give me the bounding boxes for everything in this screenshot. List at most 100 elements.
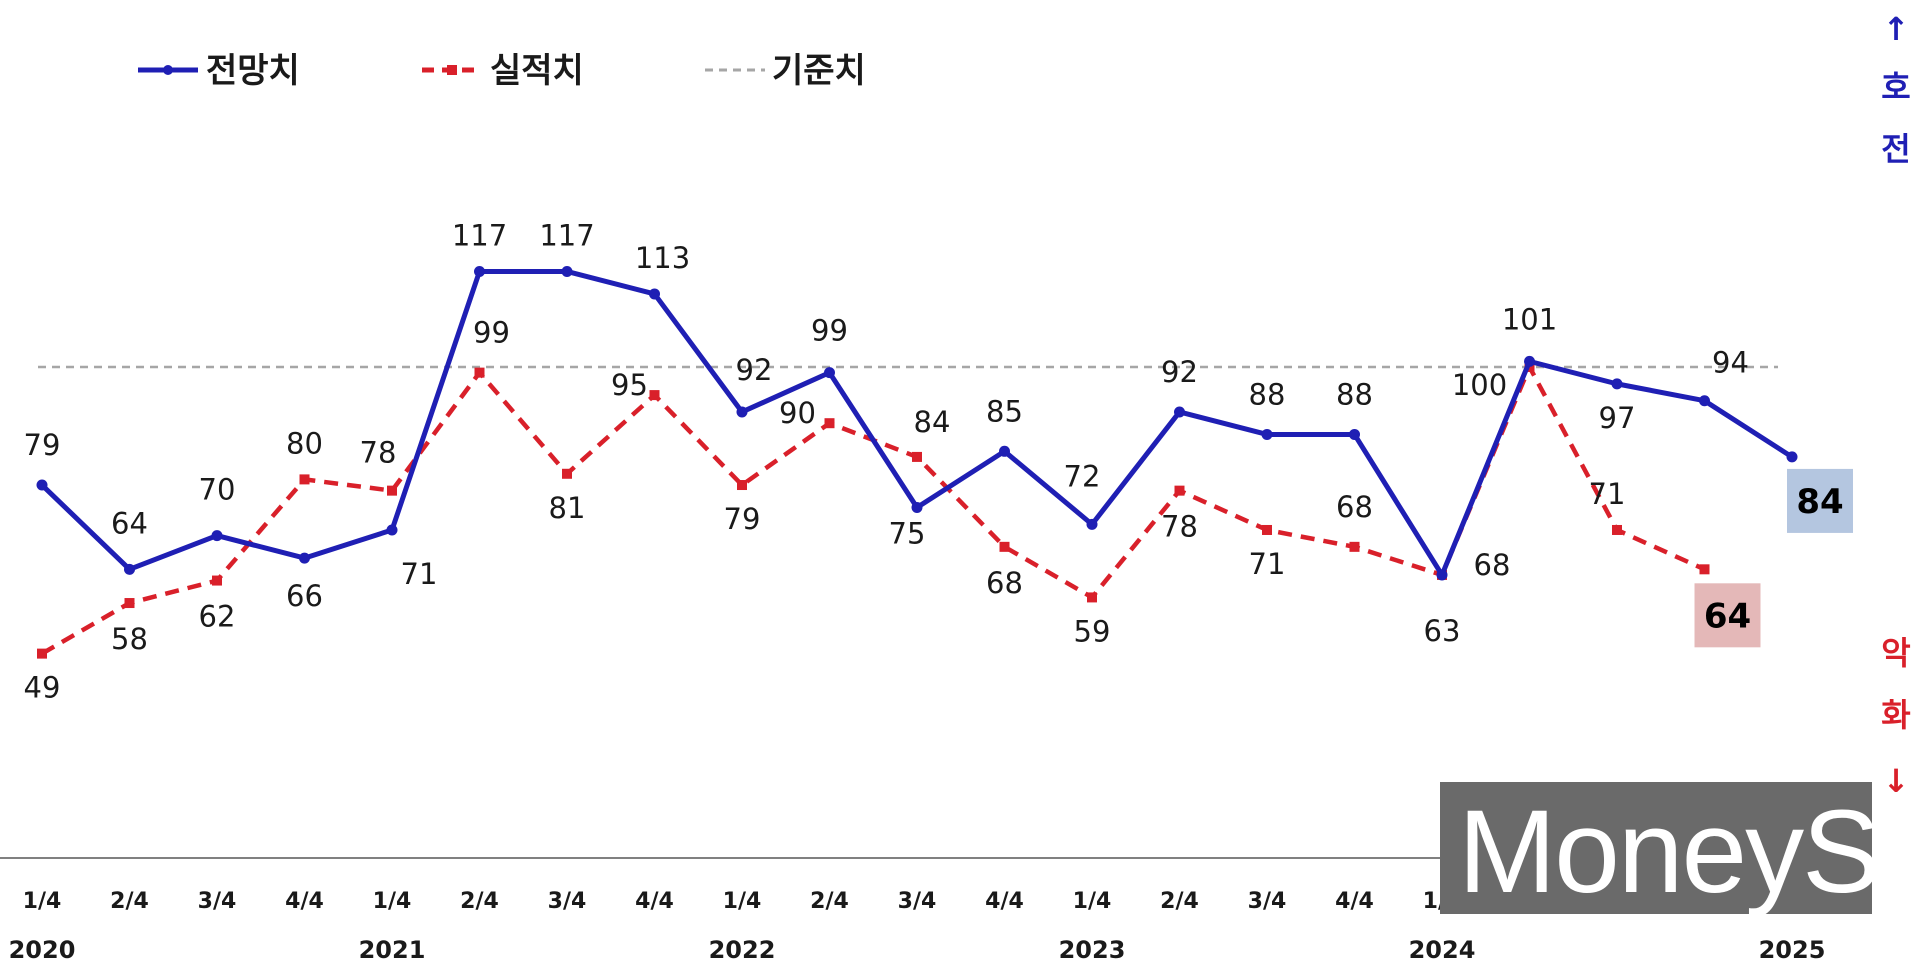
forecast-badge [1787, 468, 1853, 533]
watermark: MoneyS [1440, 782, 1881, 918]
x-tick-label: 3/4 [548, 889, 587, 914]
forecast-data-label: 113 [635, 241, 690, 275]
side-label-worsen-2: 화 [1881, 696, 1910, 734]
forecast-data-label: 88 [1249, 377, 1286, 411]
actual-point [37, 648, 47, 659]
actual-point [1087, 592, 1097, 603]
forecast-point [124, 563, 135, 575]
x-tick-label: 4/4 [635, 889, 674, 914]
forecast-data-label: 63 [1424, 614, 1461, 648]
actual-data-label: 80 [286, 426, 323, 460]
x-tick-label: 2/4 [110, 889, 149, 914]
forecast-series-layer [36, 265, 1798, 581]
x-tick-label: 1/4 [723, 889, 762, 914]
x-tick-label: 1/4 [23, 889, 62, 914]
actual-data-label: 84 [914, 405, 951, 439]
side-label-worsen-1: 악 [1881, 634, 1910, 672]
forecast-point [649, 288, 660, 300]
actual-badge-value: 64 [1704, 596, 1751, 636]
side-label-up: ↑ 호 전 [1881, 10, 1910, 168]
x-tick-label: 2/4 [460, 889, 499, 914]
forecast-data-label: 66 [286, 579, 323, 613]
x-year-label: 2024 [1409, 936, 1476, 964]
actual-point [299, 474, 310, 485]
x-tick-label: 4/4 [985, 889, 1024, 914]
forecast-point [386, 524, 398, 536]
legend-item-actual: 실적치 [422, 51, 584, 91]
actual-point [212, 575, 222, 586]
actual-point [474, 367, 485, 378]
side-label-down: 악 화 ↓ [1881, 634, 1910, 800]
forecast-data-label: 79 [24, 428, 61, 462]
forecast-point [999, 445, 1010, 457]
x-tick-label: 1/4 [1073, 889, 1112, 914]
forecast-data-label: 92 [736, 353, 773, 387]
legend-actual-marker [447, 65, 457, 75]
forecast-point [561, 265, 573, 277]
legend-item-baseline: 기준치 [705, 51, 866, 91]
side-label-improve-2: 전 [1881, 130, 1910, 168]
forecast-point [1699, 395, 1710, 407]
forecast-data-label: 64 [111, 506, 148, 540]
actual-badge [1694, 583, 1761, 648]
forecast-point [36, 479, 48, 491]
actual-data-label: 100 [1452, 368, 1507, 402]
forecast-point [1786, 451, 1798, 463]
forecast-data-label: 101 [1502, 302, 1557, 336]
x-year-label: 2022 [709, 936, 776, 964]
forecast-data-label: 117 [539, 218, 594, 252]
forecast-point [1611, 378, 1623, 390]
forecast-point [911, 502, 923, 513]
forecast-point [1436, 569, 1448, 581]
forecast-data-label: 92 [1161, 355, 1198, 389]
legend: 전망치 실적치 기준치 [138, 51, 866, 91]
legend-forecast-label: 전망치 [206, 51, 300, 91]
forecast-point [474, 265, 485, 277]
forecast-data-label: 94 [1712, 346, 1749, 380]
actual-data-label: 49 [24, 671, 61, 705]
legend-forecast-marker [163, 65, 173, 75]
actual-point [824, 418, 835, 429]
x-tick-label: 1/4 [373, 889, 412, 914]
actual-data-label: 62 [199, 600, 236, 634]
x-tick-label: 3/4 [1248, 889, 1287, 914]
actual-point [1174, 485, 1185, 496]
actual-data-label: 68 [1336, 490, 1373, 524]
actual-point [912, 451, 922, 462]
x-year-label: 2023 [1059, 936, 1126, 964]
down-arrow-icon: ↓ [1883, 762, 1910, 800]
x-tick-label: 4/4 [1335, 889, 1374, 914]
forecast-data-label: 75 [889, 517, 926, 551]
highlight-badges: 84 64 [1694, 468, 1853, 648]
forecast-point [1174, 406, 1185, 418]
actual-point [737, 480, 747, 491]
x-year-label: 2020 [9, 936, 76, 964]
actual-data-label: 59 [1074, 614, 1111, 648]
forecast-badge-value: 84 [1796, 482, 1843, 522]
actual-data-label: 95 [611, 368, 648, 402]
watermark-text: MoneyS [1458, 786, 1879, 918]
forecast-data-label: 85 [986, 394, 1023, 428]
actual-point [1699, 564, 1710, 575]
actual-point [387, 485, 397, 496]
forecast-data-label: 71 [401, 557, 438, 591]
actual-data-label: 71 [1589, 477, 1626, 511]
actual-data-label: 81 [549, 491, 586, 525]
x-tick-label: 3/4 [198, 889, 237, 914]
actual-point [1612, 524, 1622, 535]
x-tick-label: 2/4 [810, 889, 849, 914]
forecast-data-label: 72 [1064, 459, 1101, 493]
forecast-data-label: 117 [452, 218, 507, 252]
actual-data-label: 79 [724, 502, 761, 536]
actual-point [124, 598, 135, 609]
actual-data-label: 58 [111, 622, 148, 656]
x-axis-ticks: 1/4 2/4 3/4 4/4 1/4 2/4 3/4 4/4 1/4 2/4 3/4 4/4 1/4 2… [9, 889, 1826, 964]
side-label-improve-1: 호 [1881, 68, 1910, 106]
actual-point [999, 541, 1010, 552]
x-year-label: 2021 [359, 936, 426, 964]
x-year-label: 2025 [1759, 936, 1826, 964]
actual-data-label: 68 [1474, 548, 1511, 582]
x-tick-label: 2/4 [1160, 889, 1199, 914]
forecast-data-label: 70 [199, 473, 236, 507]
forecast-point [824, 367, 835, 379]
